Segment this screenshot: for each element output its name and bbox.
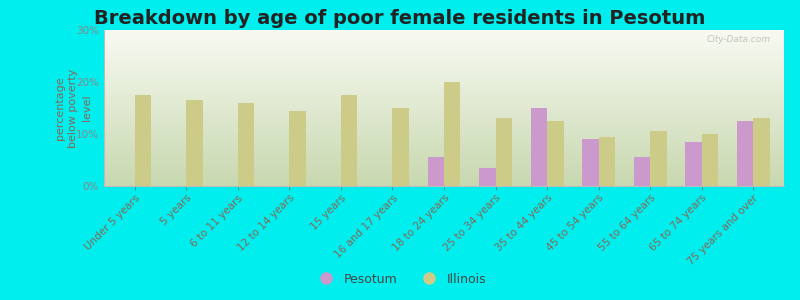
Bar (290, 111, 306, 186)
Bar (702, 134, 718, 186)
Bar (393, 108, 409, 186)
Y-axis label: percentage
below poverty
level: percentage below poverty level (55, 68, 91, 148)
Bar (753, 118, 770, 186)
Bar (495, 118, 512, 186)
Bar (444, 82, 461, 186)
Bar (479, 168, 495, 186)
Bar (685, 142, 702, 186)
Text: City-Data.com: City-Data.com (706, 35, 770, 44)
Legend: Pesotum, Illinois: Pesotum, Illinois (309, 268, 491, 291)
Bar (547, 121, 563, 186)
Bar (238, 103, 254, 186)
Bar (135, 95, 151, 186)
Bar (427, 158, 444, 186)
Bar (530, 108, 547, 186)
Bar (341, 95, 358, 186)
Bar (634, 158, 650, 186)
Bar (186, 100, 203, 186)
Bar (650, 131, 666, 186)
Text: Breakdown by age of poor female residents in Pesotum: Breakdown by age of poor female resident… (94, 9, 706, 28)
Bar (737, 121, 753, 186)
Bar (598, 136, 615, 186)
Bar (582, 139, 598, 186)
